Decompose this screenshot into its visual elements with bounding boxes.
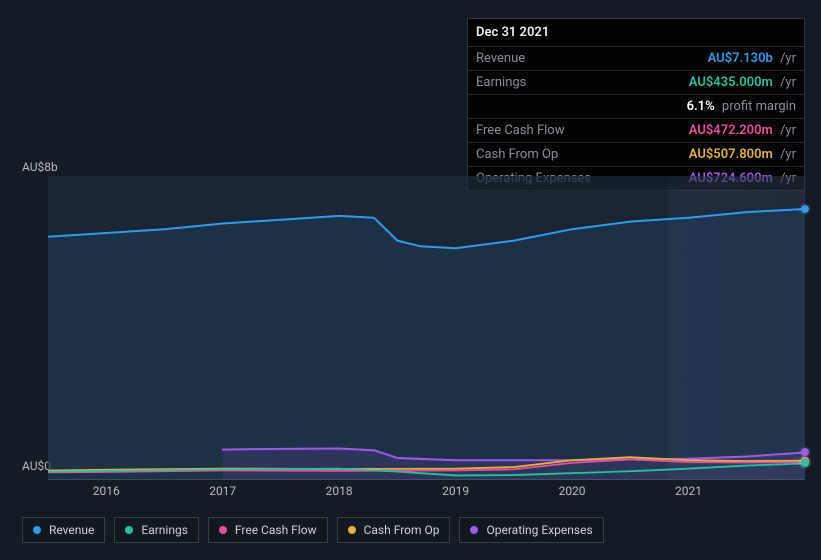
plot-svg bbox=[48, 176, 805, 480]
legend-item[interactable]: Cash From Op bbox=[337, 517, 451, 543]
legend-dot-icon bbox=[125, 526, 133, 534]
legend-label: Operating Expenses bbox=[486, 523, 592, 537]
legend-label: Cash From Op bbox=[364, 523, 440, 537]
tooltip-unit: /yr bbox=[777, 147, 796, 162]
tooltip-label: Cash From Op bbox=[476, 147, 689, 162]
tooltip-row: EarningsAU$435.000m /yr bbox=[468, 71, 804, 95]
tooltip-label: Revenue bbox=[476, 51, 708, 66]
tooltip-unit: /yr bbox=[777, 123, 796, 138]
legend-dot-icon bbox=[348, 526, 356, 534]
legend-label: Free Cash Flow bbox=[235, 523, 317, 537]
y-label-top: AU$8b bbox=[22, 160, 58, 174]
tooltip-value: AU$472.200m /yr bbox=[689, 123, 796, 138]
tooltip-value: AU$435.000m /yr bbox=[689, 75, 796, 90]
legend-dot-icon bbox=[33, 526, 41, 534]
tooltip-panel: Dec 31 2021 RevenueAU$7.130b /yrEarnings… bbox=[467, 18, 805, 191]
tooltip-label: Free Cash Flow bbox=[476, 123, 689, 138]
legend-item[interactable]: Earnings bbox=[114, 517, 199, 543]
legend-dot-icon bbox=[219, 526, 227, 534]
series-end-dot bbox=[801, 459, 809, 467]
tooltip-row: Free Cash FlowAU$472.200m /yr bbox=[468, 119, 804, 143]
tooltip-unit: profit margin bbox=[719, 99, 796, 114]
legend-item[interactable]: Revenue bbox=[22, 517, 105, 543]
x-tick-label: 2018 bbox=[326, 484, 353, 498]
legend: Revenue Earnings Free Cash Flow Cash From O… bbox=[22, 517, 604, 543]
tooltip-label bbox=[476, 99, 687, 114]
tooltip-unit: /yr bbox=[777, 51, 796, 66]
legend-label: Earnings bbox=[141, 523, 188, 537]
tooltip-row: 6.1% profit margin bbox=[468, 95, 804, 119]
x-tick-label: 2017 bbox=[209, 484, 236, 498]
x-tick-label: 2019 bbox=[442, 484, 469, 498]
chart-area[interactable] bbox=[16, 176, 805, 480]
x-tick-label: 2016 bbox=[93, 484, 120, 498]
x-axis: 2016 2017 2018 2019 2020 2021 bbox=[48, 484, 805, 502]
tooltip-value: AU$7.130b /yr bbox=[708, 51, 796, 66]
x-tick-label: 2020 bbox=[559, 484, 586, 498]
tooltip-row: Cash From OpAU$507.800m /yr bbox=[468, 143, 804, 167]
tooltip-label: Earnings bbox=[476, 75, 689, 90]
legend-dot-icon bbox=[470, 526, 478, 534]
tooltip-value: AU$507.800m /yr bbox=[689, 147, 796, 162]
legend-item[interactable]: Operating Expenses bbox=[459, 517, 603, 543]
legend-item[interactable]: Free Cash Flow bbox=[208, 517, 328, 543]
tooltip-value: 6.1% profit margin bbox=[687, 99, 796, 114]
series-end-dot bbox=[801, 205, 809, 213]
tooltip-row: RevenueAU$7.130b /yr bbox=[468, 47, 804, 71]
tooltip-date: Dec 31 2021 bbox=[468, 19, 804, 47]
legend-label: Revenue bbox=[49, 523, 94, 537]
series-end-dot bbox=[801, 448, 809, 456]
x-tick-label: 2021 bbox=[675, 484, 702, 498]
tooltip-unit: /yr bbox=[777, 75, 796, 90]
